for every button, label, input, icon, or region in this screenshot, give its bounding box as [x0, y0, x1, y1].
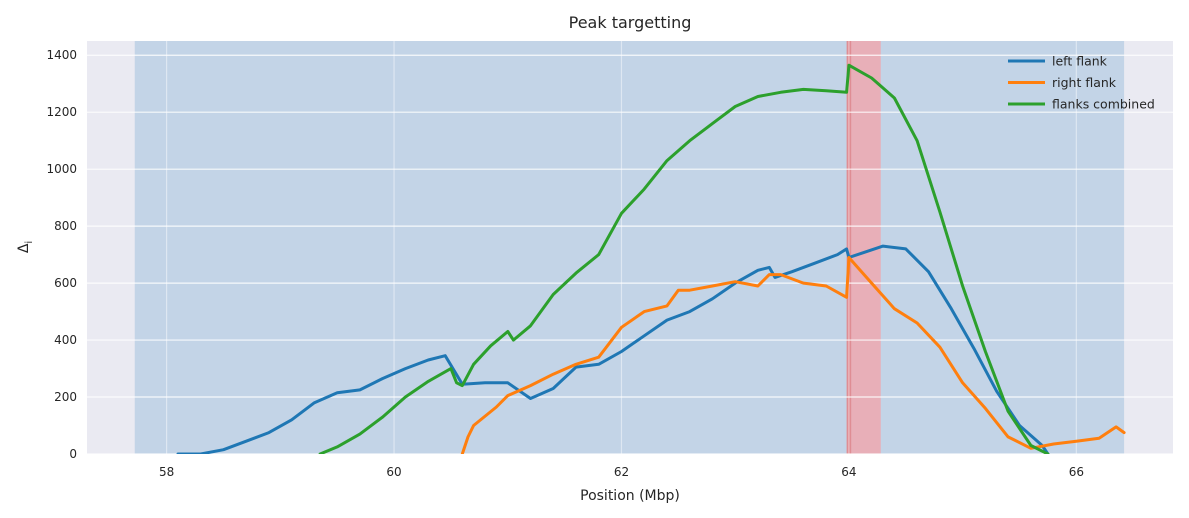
- x-tick-label: 60: [386, 465, 401, 479]
- x-tick-label: 58: [159, 465, 174, 479]
- y-axis-label-subscript: i: [24, 241, 35, 244]
- x-axis-label: Position (Mbp): [580, 488, 680, 504]
- y-tick-label: 800: [54, 219, 77, 233]
- y-tick-label: 1200: [46, 105, 77, 119]
- grid-lines: [87, 41, 1173, 455]
- series-line-left-flank: [176, 244, 1050, 454]
- y-tick-label: 1000: [46, 162, 77, 176]
- y-axis-label: Δi: [16, 241, 35, 253]
- y-tick-labels: 0 200 400 600 800 1000 1200 1400: [46, 48, 77, 461]
- series-line-right-flank: [460, 256, 1126, 454]
- highlight-span-3: [846, 41, 852, 454]
- y-tick-label: 400: [54, 333, 77, 347]
- highlight-span-1: [134, 41, 1125, 454]
- series-line-flanks-combined: [318, 63, 1050, 454]
- y-tick-label: 600: [54, 276, 77, 290]
- y-tick-label: 0: [69, 447, 77, 461]
- series-lines: [176, 63, 1126, 454]
- x-tick-label: 66: [1069, 465, 1084, 479]
- y-tick-label: 200: [54, 390, 77, 404]
- y-axis-label-main: Δ: [16, 243, 32, 253]
- legend-label: flanks combined: [1052, 97, 1155, 112]
- y-tick-label: 1400: [46, 48, 77, 62]
- legend: left flank right flank flanks combined: [1008, 54, 1155, 112]
- x-tick-labels: 58 60 62 64 66: [159, 465, 1084, 479]
- highlight-spans: [134, 41, 1125, 454]
- x-tick-label: 64: [841, 465, 856, 479]
- x-tick-label: 62: [614, 465, 629, 479]
- legend-label: right flank: [1052, 75, 1117, 90]
- legend-label: left flank: [1052, 54, 1108, 69]
- chart-title: Peak targetting: [569, 13, 692, 32]
